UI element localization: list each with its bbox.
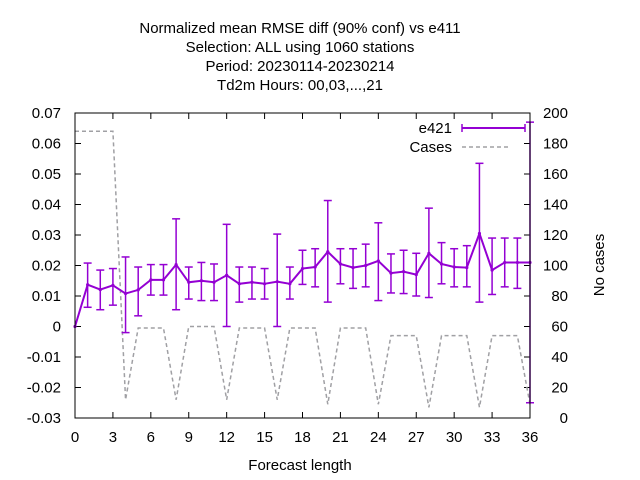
y-tick-label: 0.04 (32, 197, 61, 214)
e421-point (515, 260, 519, 265)
y-tick-label: 0.06 (32, 136, 61, 153)
y2-tick-label: 160 (543, 166, 568, 183)
e421-point (149, 278, 153, 282)
y2-tick-label: 120 (543, 227, 568, 244)
y-tick-label: 0 (53, 319, 61, 336)
e421-point (86, 283, 90, 287)
y2-tick-label: 20 (551, 380, 568, 397)
x-tick-label: 30 (446, 429, 463, 446)
y2-tick-label: 200 (543, 105, 568, 122)
e421-point (136, 288, 140, 292)
y-tick-label: -0.02 (27, 380, 61, 397)
e421-point (212, 280, 216, 284)
x-tick-label: 9 (185, 429, 193, 446)
cases-line (75, 130, 531, 408)
x-tick-label: 36 (522, 429, 539, 446)
y2-tick-label: 140 (543, 197, 568, 214)
e421-point (161, 278, 166, 282)
title-line-2: Selection: ALL using 1060 stations (186, 39, 415, 56)
y2-axis-label: No cases (591, 234, 608, 297)
y2-tick-label: 60 (551, 319, 568, 336)
y2-tick-label: 180 (543, 136, 568, 153)
e421-point (376, 259, 380, 263)
title-line-1: Normalized mean RMSE diff (90% conf) vs … (139, 20, 460, 37)
e421-point (313, 265, 317, 269)
e421-point (427, 251, 431, 255)
e421-point (199, 279, 203, 283)
x-tick-label: 24 (370, 429, 387, 446)
legend-label-e421: e421 (419, 120, 452, 137)
e421-point (452, 265, 456, 269)
x-axis-label: Forecast length (248, 457, 351, 474)
e421-point (351, 266, 355, 270)
y-tick-label: 0.03 (32, 227, 61, 244)
e421-point (225, 273, 229, 277)
e421-point (402, 270, 406, 274)
y-tick-label: 0.02 (32, 258, 61, 275)
x-tick-label: 6 (147, 429, 155, 446)
legend-label-cases: Cases (409, 139, 452, 156)
e421-point (389, 271, 393, 275)
y2-tick-label: 0 (560, 410, 568, 427)
e421-point (288, 282, 292, 286)
y-tick-label: -0.03 (27, 410, 61, 427)
e421-point (338, 262, 343, 266)
e421-point (503, 260, 507, 265)
e421-point (111, 283, 115, 287)
e421-point (465, 266, 469, 270)
y2-tick-label: 40 (551, 349, 568, 366)
e421-point (490, 268, 494, 272)
x-tick-label: 0 (71, 429, 79, 446)
chart-title: Normalized mean RMSE diff (90% conf) vs … (139, 20, 460, 94)
e421-point (250, 280, 254, 284)
y-tick-label: 0.05 (32, 166, 61, 183)
e421-point (174, 262, 178, 267)
e421-point (326, 250, 330, 254)
x-tick-label: 33 (484, 429, 501, 446)
x-tick-label: 27 (408, 429, 425, 446)
e421-point (439, 262, 444, 266)
y2-tick-label: 80 (551, 288, 568, 305)
legend-mark-e421 (461, 124, 526, 132)
y-tick-label: -0.01 (27, 349, 61, 366)
x-tick-label: 18 (294, 429, 311, 446)
plot-border (74, 112, 531, 419)
tick-labels: 0 3 6 9 12 15 18 21 24 27 30 33 36-0.03-0.02-0.0100.… (27, 105, 568, 446)
e421-point (262, 282, 267, 286)
title-line-4: Td2m Hours: 00,03,...,21 (217, 77, 383, 94)
e421-point (477, 231, 482, 236)
series-cases (75, 130, 531, 408)
e421-point (123, 291, 128, 296)
series-e421 (73, 121, 534, 404)
x-tick-label: 3 (109, 429, 117, 446)
y-tick-label: 0.01 (32, 288, 61, 305)
e421-point (414, 273, 418, 277)
y-tick-label: 0.07 (32, 105, 61, 122)
y2-tick-label: 100 (543, 258, 568, 275)
e421-point (300, 266, 305, 271)
title-line-3: Period: 20230114-20230214 (205, 58, 394, 75)
e421-point (98, 287, 102, 292)
x-tick-label: 12 (218, 429, 235, 446)
e421-point (275, 280, 279, 284)
legend: e421 Cases (409, 120, 526, 156)
e421-point (187, 280, 191, 284)
x-tick-label: 21 (332, 429, 349, 446)
e421-point (237, 282, 241, 286)
x-tick-label: 15 (256, 429, 273, 446)
e421-point (364, 263, 368, 268)
